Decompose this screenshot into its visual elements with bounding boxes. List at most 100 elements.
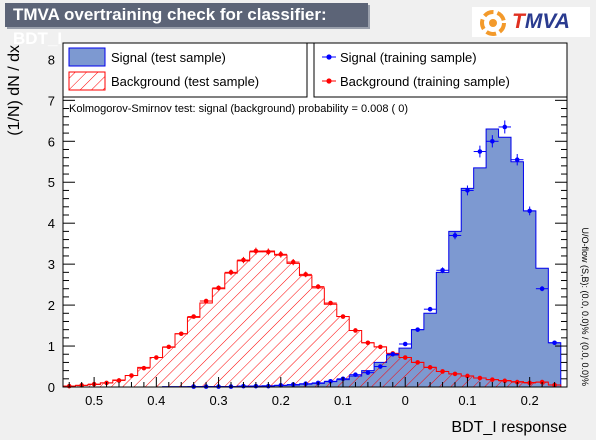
- signal-training-point-marker: [365, 370, 371, 375]
- background-training-point-marker: [465, 373, 470, 379]
- background-training-point-marker: [440, 369, 445, 374]
- background-training-point-marker: [353, 328, 358, 333]
- signal-training-point-marker: [353, 372, 358, 378]
- background-training-point: [212, 285, 225, 291]
- legend-background-train-label: Background (training sample): [340, 74, 510, 89]
- x-tick-label: 0.4: [147, 393, 165, 408]
- background-training-point-marker: [477, 375, 483, 381]
- background-training-point-marker: [253, 248, 259, 254]
- background-training-point-marker: [328, 300, 333, 306]
- background-training-point-marker: [154, 355, 159, 360]
- legend-background-test-label: Background (test sample): [111, 74, 259, 89]
- background-training-point-marker: [427, 365, 433, 370]
- signal-training-point-marker: [490, 138, 495, 144]
- ks-test-text: Kolmogorov-Smirnov test: signal (backgro…: [69, 103, 408, 115]
- signal-training-point-marker: [415, 327, 420, 332]
- y-tick-label: 3: [48, 257, 55, 272]
- y-tick-label: 1: [48, 339, 55, 354]
- signal-training-point: [511, 154, 524, 166]
- tmva-logo-icon: [480, 10, 506, 36]
- legend-background-train-marker: [326, 78, 332, 84]
- background-training-point: [287, 258, 300, 266]
- background-training-point: [199, 298, 213, 304]
- background-training-point: [299, 271, 312, 278]
- background-training-point: [311, 284, 325, 290]
- background-training-point: [473, 375, 487, 381]
- background-training-point-marker: [315, 284, 321, 289]
- background-training-point: [237, 256, 250, 264]
- signal-training-point-marker: [328, 378, 333, 384]
- background-training-point-marker: [490, 377, 495, 382]
- y-tick-label: 4: [48, 216, 55, 231]
- signal-training-point: [436, 267, 449, 274]
- tmva-logo: TMVA: [472, 7, 590, 37]
- y-tick-label: 6: [48, 134, 55, 149]
- background-training-point: [399, 355, 412, 360]
- background-training-point: [249, 247, 263, 255]
- background-training-point-marker: [278, 252, 284, 257]
- signal-training-point: [535, 286, 549, 292]
- background-training-point: [486, 377, 499, 382]
- x-axis-title: BDT_I response: [451, 419, 567, 436]
- legend-signal-test-swatch: [68, 47, 106, 67]
- background-training-point-marker: [266, 249, 271, 255]
- legend-left: Signal (test sample) Background (test sa…: [62, 42, 308, 98]
- background-training-point-marker: [502, 378, 508, 384]
- background-training-point: [349, 328, 362, 333]
- background-training-point-marker: [116, 378, 122, 383]
- signal-training-point: [361, 370, 375, 375]
- background-training-point: [224, 269, 238, 276]
- background-training-point: [361, 340, 375, 346]
- signal-training-point-marker: [539, 286, 545, 292]
- signal-training-point: [523, 206, 536, 216]
- signal-training-point: [498, 120, 511, 134]
- background-training-point: [175, 331, 188, 337]
- background-training-point: [448, 371, 462, 377]
- y-tick-label: 7: [48, 93, 55, 108]
- background-training-point: [498, 378, 511, 384]
- x-tick-label: 0: [402, 393, 409, 408]
- x-tick-label: 0.2: [272, 393, 290, 408]
- background-training-point: [423, 365, 437, 370]
- background-training-point: [162, 344, 175, 350]
- signal-training-point-marker: [390, 351, 396, 357]
- legend-signal-test-label: Signal (test sample): [111, 50, 226, 65]
- signal-training-point: [548, 340, 561, 346]
- background-training-point-marker: [452, 371, 458, 377]
- tmva-logo-text: TMVA: [512, 10, 570, 33]
- y-tick-label: 8: [48, 52, 55, 67]
- signal-training-point-marker: [552, 340, 557, 346]
- background-training-point-marker: [365, 340, 371, 346]
- background-training-point-marker: [203, 298, 209, 304]
- legend-right: Signal (training sample) Background (tra…: [313, 42, 568, 98]
- signal-training-point: [411, 327, 424, 332]
- background-training-point-marker: [216, 285, 221, 291]
- background-training-point: [461, 373, 474, 379]
- signal-training-point: [473, 145, 487, 158]
- background-training-point: [187, 314, 200, 319]
- background-training-point-marker: [228, 270, 234, 275]
- plot-title: TMVA overtraining check for classifier: …: [5, 3, 368, 48]
- background-training-point-marker: [290, 259, 296, 265]
- signal-training-point: [374, 364, 387, 369]
- signal-training-point-marker: [514, 157, 520, 163]
- overflow-text: U/O-flow (S,B): (0.0, 0.0)% / (0.0, 0.0)…: [580, 227, 590, 386]
- y-tick-label: 0: [48, 380, 55, 395]
- y-axis-title: (1/N) dN / dx: [6, 45, 23, 136]
- legend-signal-train-marker: [326, 54, 332, 60]
- background-training-point: [125, 373, 138, 378]
- background-training-point: [436, 369, 449, 374]
- signal-training-point: [461, 185, 474, 196]
- signal-training-point-marker: [477, 149, 483, 154]
- signal-training-point: [448, 231, 462, 240]
- background-training-point-marker: [378, 344, 383, 350]
- x-tick-label: 0.2: [521, 393, 539, 408]
- background-training-point: [336, 314, 350, 319]
- background-training-point-marker: [129, 373, 134, 378]
- background-training-point-marker: [241, 257, 246, 263]
- signal-training-point-marker: [378, 364, 383, 369]
- background-training-point-marker: [340, 314, 346, 319]
- x-tick-label: 0.1: [458, 393, 476, 408]
- background-training-point: [137, 365, 151, 371]
